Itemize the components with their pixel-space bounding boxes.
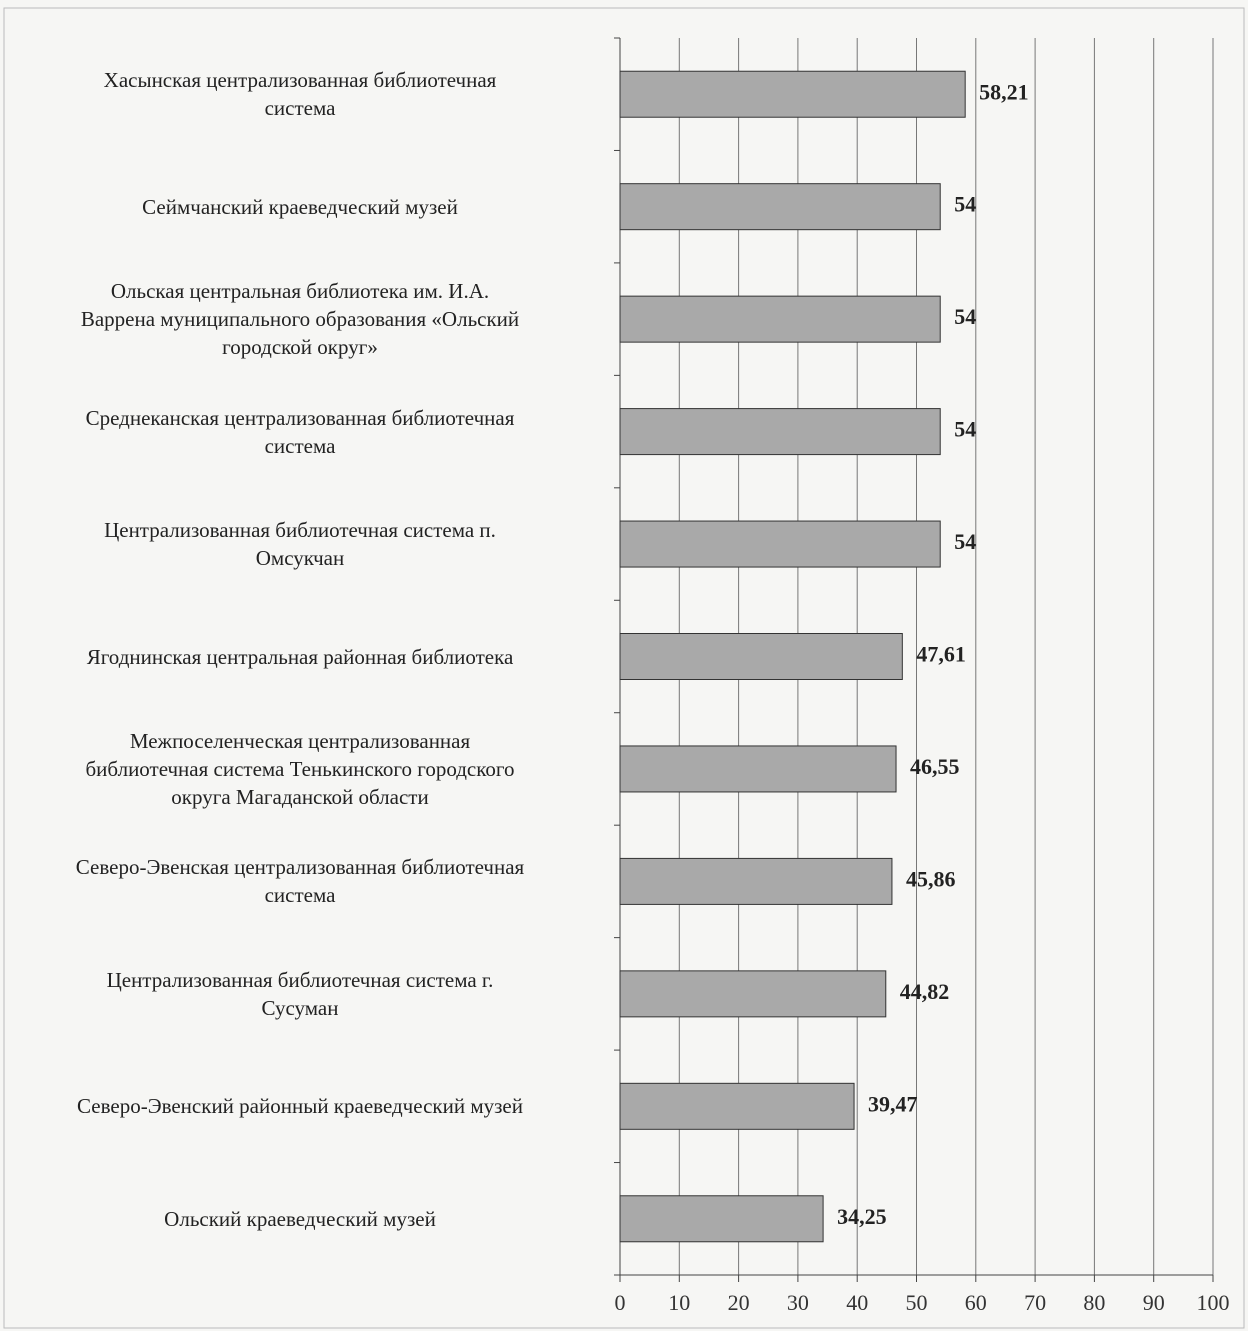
value-label: 44,82	[900, 979, 950, 1004]
value-label: 54	[954, 192, 976, 217]
x-tick-label: 90	[1143, 1290, 1165, 1315]
category-label: Централизованная библиотечная система п.…	[104, 518, 496, 571]
value-label: 54	[954, 529, 976, 554]
frame	[3, 7, 1245, 1329]
value-label: 46,55	[910, 754, 960, 779]
x-tick-label: 50	[906, 1290, 928, 1315]
bar	[619, 408, 941, 456]
category-label: Среднеканская централизованная библиотеч…	[85, 405, 515, 458]
value-label: 34,25	[837, 1204, 887, 1229]
bar	[619, 633, 903, 680]
value-label: 39,47	[868, 1091, 918, 1116]
value-label: 54	[954, 304, 976, 329]
bar	[619, 970, 887, 1018]
category-label: Северо-Эвенская централизованная библиот…	[75, 855, 525, 908]
category-label: Хасынская централизованная библиотечная …	[103, 68, 497, 121]
x-tick-label: 0	[615, 1290, 626, 1315]
x-tick-label: 60	[965, 1290, 987, 1315]
bar	[619, 857, 893, 905]
bar	[619, 70, 966, 118]
x-tick-label: 20	[728, 1290, 750, 1315]
category-label: Ольская центральная библиотека им. И.А. …	[80, 279, 520, 360]
category-label: Ягоднинская центральная районная библиот…	[86, 644, 514, 669]
value-label: 54	[954, 417, 976, 442]
bar	[619, 183, 941, 231]
x-tick-label: 30	[787, 1290, 809, 1315]
x-tick-label: 100	[1197, 1290, 1230, 1315]
value-label: 47,61	[916, 642, 966, 667]
bar	[619, 1195, 824, 1243]
x-tick-label: 40	[846, 1290, 868, 1315]
bar	[619, 520, 941, 568]
category-label: Северо-Эвенский районный краеведческий м…	[77, 1094, 523, 1119]
bar	[619, 1082, 855, 1130]
category-label: Ольский краеведческий музей	[164, 1206, 436, 1231]
category-label: Межпоселенческая централизованная библио…	[85, 728, 515, 809]
category-label: Сеймчанский краеведческий музей	[142, 194, 458, 219]
value-label: 45,86	[906, 866, 956, 891]
x-tick-label: 10	[668, 1290, 690, 1315]
bar	[619, 295, 941, 343]
x-tick-label: 70	[1024, 1290, 1046, 1315]
bar	[619, 745, 897, 793]
category-label: Централизованная библиотечная система г.…	[106, 967, 494, 1020]
value-label: 58,21	[979, 79, 1029, 104]
x-tick-label: 80	[1083, 1290, 1105, 1315]
